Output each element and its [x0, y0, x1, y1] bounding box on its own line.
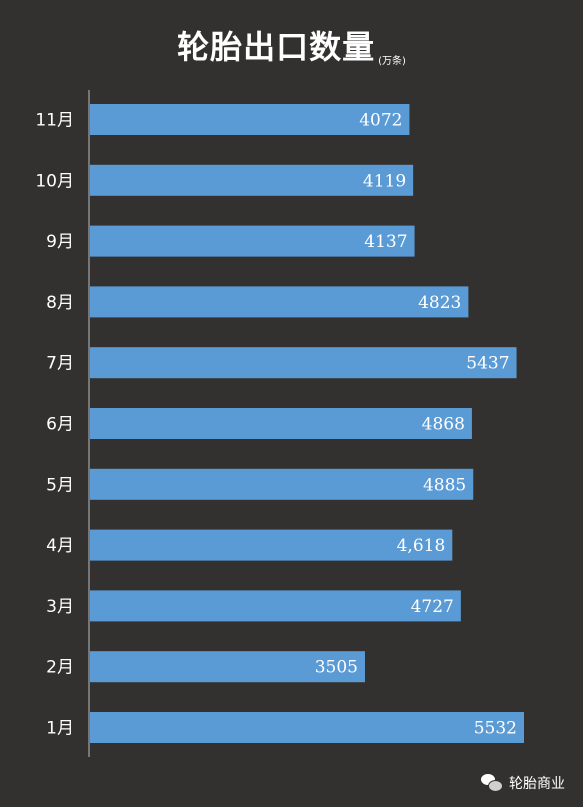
footer-brand: 轮胎商业 — [481, 773, 565, 793]
bar — [90, 468, 474, 500]
data-label: 5437 — [466, 354, 509, 374]
data-label: 4072 — [359, 111, 402, 131]
bar — [90, 104, 410, 135]
data-label: 4868 — [422, 415, 465, 435]
data-label: 4727 — [411, 597, 454, 617]
bar — [90, 529, 453, 561]
category-label: 7月 — [46, 354, 74, 374]
data-label: 5532 — [474, 719, 517, 739]
category-label: 8月 — [46, 293, 74, 313]
bar — [90, 286, 469, 318]
category-label: 4月 — [46, 536, 74, 556]
data-label: 4119 — [363, 171, 406, 191]
bar — [90, 164, 414, 196]
wechat-icon — [481, 774, 503, 792]
bar — [90, 590, 461, 622]
bar — [90, 712, 524, 743]
bar — [90, 347, 517, 379]
chart-title: 轮胎出口数量 — [177, 28, 376, 66]
chart-title-block: 轮胎出口数量 (万条) — [0, 22, 583, 68]
brand-name: 轮胎商业 — [509, 776, 565, 792]
data-label: 4,618 — [397, 536, 446, 556]
category-label: 5月 — [46, 475, 74, 495]
data-label: 4885 — [423, 475, 466, 495]
data-label: 4137 — [364, 232, 407, 252]
category-label: 10月 — [35, 171, 74, 191]
bar — [90, 225, 415, 257]
category-label: 11月 — [35, 111, 74, 131]
bar — [90, 408, 472, 439]
category-label: 2月 — [46, 658, 74, 678]
data-label: 3505 — [315, 658, 358, 678]
bar — [90, 651, 365, 683]
category-label: 9月 — [46, 232, 74, 252]
category-label: 1月 — [46, 719, 74, 739]
category-label: 6月 — [46, 415, 74, 435]
unit-label: (万条) — [378, 56, 406, 67]
category-label: 3月 — [46, 597, 74, 617]
data-label: 4823 — [418, 293, 461, 313]
